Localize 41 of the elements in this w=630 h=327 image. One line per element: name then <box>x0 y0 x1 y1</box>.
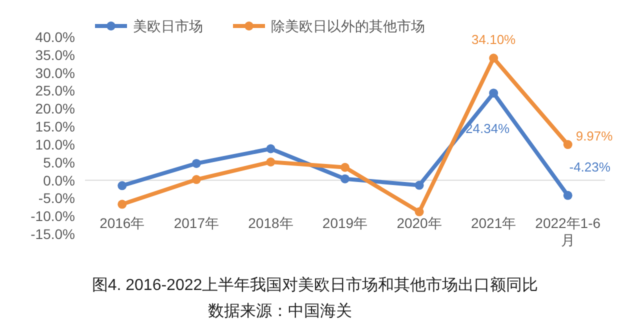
point <box>340 162 350 172</box>
point <box>414 180 424 190</box>
x-tick-label: 2022年1-6月 <box>535 215 601 248</box>
point <box>266 144 276 154</box>
x-tick-label: 2020年 <box>396 215 442 232</box>
point <box>414 207 424 216</box>
y-tick-label: 40.0% <box>35 29 75 45</box>
point <box>118 200 127 209</box>
x-tick-label: 2021年 <box>470 215 516 232</box>
y-tick-label: -5.0% <box>38 190 75 206</box>
x-tick-label: 2019年 <box>322 215 368 232</box>
y-tick-label: -10.0% <box>30 208 75 224</box>
point <box>563 190 572 200</box>
x-tick-label: 2018年 <box>248 215 294 232</box>
point <box>192 158 201 168</box>
data-label: 34.10% <box>472 32 516 48</box>
y-tick-label: 10.0% <box>35 136 75 152</box>
data-label: 24.34% <box>466 121 510 136</box>
y-tick-label: -15.0% <box>30 226 75 242</box>
y-tick-label: 0.0% <box>43 172 75 188</box>
y-tick-label: 5.0% <box>43 154 75 170</box>
point <box>489 54 498 63</box>
point <box>192 175 201 184</box>
source-note: 数据来源：中国海关 <box>208 302 352 320</box>
legend-label: 美欧日市场 <box>133 18 203 34</box>
point <box>266 158 276 167</box>
y-tick-label: 35.0% <box>35 46 75 63</box>
y-tick-label: 30.0% <box>35 64 75 81</box>
y-tick-label: 20.0% <box>35 100 75 117</box>
x-tick-label: 2016年 <box>100 215 145 232</box>
point <box>563 140 572 150</box>
legend-label: 除美欧日以外的其他市场 <box>271 18 425 34</box>
y-tick-label: 15.0% <box>35 118 75 135</box>
point <box>340 174 350 184</box>
y-tick-label: 25.0% <box>35 82 75 99</box>
data-label: 9.97% <box>576 128 614 144</box>
x-tick-label: 2017年 <box>174 215 220 232</box>
point <box>489 88 498 98</box>
point <box>118 181 127 190</box>
text: 图4. 2016-2022上半年我国对美欧日市场和其他市场出口额同比 <box>92 276 538 294</box>
data-label: -4.23% <box>569 159 611 174</box>
